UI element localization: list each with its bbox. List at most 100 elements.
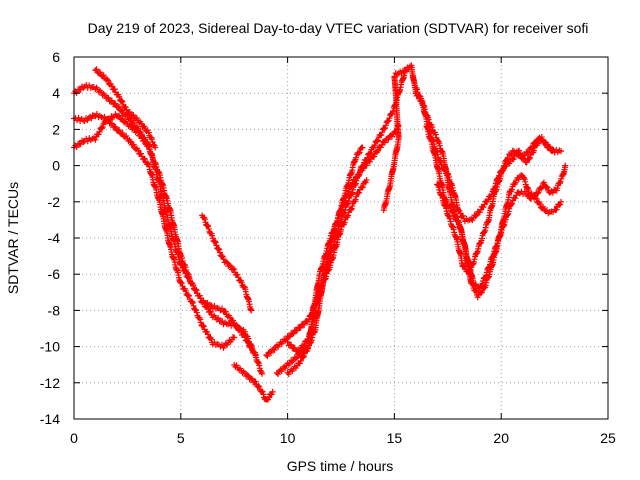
x-tick-label: 20 xyxy=(493,430,509,446)
data-point-marker xyxy=(558,198,565,205)
data-point-marker xyxy=(533,195,540,202)
data-point-marker xyxy=(449,208,456,215)
y-tick-label: -10 xyxy=(40,339,60,355)
data-point-marker xyxy=(190,282,197,289)
data-point-marker xyxy=(352,196,359,203)
data-point-marker xyxy=(540,203,547,210)
data-point-marker xyxy=(347,206,354,213)
data-point-marker xyxy=(185,291,192,298)
data-point-marker xyxy=(374,137,381,144)
data-point-marker xyxy=(127,138,134,145)
data-point-marker xyxy=(517,152,524,159)
data-point-marker xyxy=(363,162,370,169)
data-point-marker xyxy=(189,299,196,306)
data-point-marker xyxy=(116,103,123,110)
data-point-marker xyxy=(208,336,215,343)
data-point-marker xyxy=(271,347,278,354)
series-trace-n xyxy=(434,134,556,278)
data-point-marker xyxy=(386,115,393,122)
y-tick-label: -8 xyxy=(48,302,61,318)
data-point-marker xyxy=(356,171,363,178)
data-point-marker xyxy=(197,316,204,323)
data-point-marker xyxy=(247,343,254,350)
y-tick-label: -12 xyxy=(40,375,60,391)
data-point-marker xyxy=(201,216,208,223)
data-point-marker xyxy=(234,323,241,330)
data-point-marker xyxy=(135,129,142,136)
data-point-marker xyxy=(301,348,308,355)
data-point-marker xyxy=(193,309,200,316)
data-point-marker xyxy=(100,72,107,79)
data-point-marker xyxy=(558,175,565,182)
data-point-marker xyxy=(358,184,365,191)
data-point-marker xyxy=(534,140,541,147)
data-point-marker xyxy=(301,321,308,328)
data-point-marker xyxy=(371,153,378,160)
data-point-marker xyxy=(200,297,207,304)
data-point-marker xyxy=(508,186,515,193)
data-point-marker xyxy=(233,321,240,328)
data-point-marker xyxy=(119,115,126,122)
data-point-marker xyxy=(209,235,216,242)
data-point-marker xyxy=(75,114,82,121)
x-tick-label: 0 xyxy=(70,430,78,446)
data-point-marker xyxy=(252,352,259,359)
data-point-marker xyxy=(513,148,520,155)
data-point-marker xyxy=(178,280,185,287)
data-point-marker xyxy=(269,388,276,395)
data-point-marker xyxy=(530,147,537,154)
data-point-marker xyxy=(356,149,363,156)
data-point-marker xyxy=(510,155,517,162)
data-point-marker xyxy=(534,190,541,197)
data-point-marker xyxy=(199,322,206,329)
data-point-marker xyxy=(481,201,488,208)
data-point-marker xyxy=(231,334,238,341)
data-point-marker xyxy=(549,189,556,196)
data-point-marker xyxy=(213,242,220,249)
data-point-marker xyxy=(450,209,457,216)
data-point-marker xyxy=(222,258,229,265)
data-point-marker xyxy=(523,159,530,166)
data-point-marker xyxy=(355,150,362,157)
data-point-marker xyxy=(92,136,99,143)
x-tick-label: 10 xyxy=(280,430,296,446)
data-point-marker xyxy=(477,290,484,297)
data-point-marker xyxy=(93,110,100,117)
data-point-marker xyxy=(73,144,80,151)
data-point-marker xyxy=(544,184,551,191)
data-point-marker xyxy=(425,116,432,123)
data-point-marker xyxy=(359,144,366,151)
data-point-marker xyxy=(345,212,352,219)
data-point-marker xyxy=(543,183,550,190)
data-point-marker xyxy=(255,382,262,389)
data-point-marker xyxy=(352,154,359,161)
y-tick-label: 6 xyxy=(52,49,60,65)
data-point-marker xyxy=(144,160,151,167)
data-point-marker xyxy=(301,342,308,349)
data-point-marker xyxy=(384,118,391,125)
data-point-marker xyxy=(256,383,263,390)
data-point-marker xyxy=(190,302,197,309)
data-point-marker xyxy=(219,253,226,260)
data-point-marker xyxy=(515,176,522,183)
data-point-marker xyxy=(137,132,144,139)
data-point-marker xyxy=(248,307,255,314)
data-point-marker xyxy=(104,77,111,84)
y-tick-label: -4 xyxy=(48,230,61,246)
data-point-marker xyxy=(252,378,259,385)
data-point-marker xyxy=(285,334,292,341)
data-point-marker xyxy=(130,141,137,148)
data-point-marker xyxy=(341,219,348,226)
data-point-marker xyxy=(119,107,126,114)
data-point-marker xyxy=(116,93,123,100)
data-point-marker xyxy=(553,206,560,213)
data-point-marker xyxy=(116,126,123,133)
data-point-marker xyxy=(304,336,311,343)
data-point-marker xyxy=(359,183,366,190)
data-point-marker xyxy=(215,245,222,252)
data-point-marker xyxy=(88,115,95,122)
data-point-marker xyxy=(123,118,130,125)
data-point-marker xyxy=(453,213,460,220)
data-point-marker xyxy=(292,355,299,362)
